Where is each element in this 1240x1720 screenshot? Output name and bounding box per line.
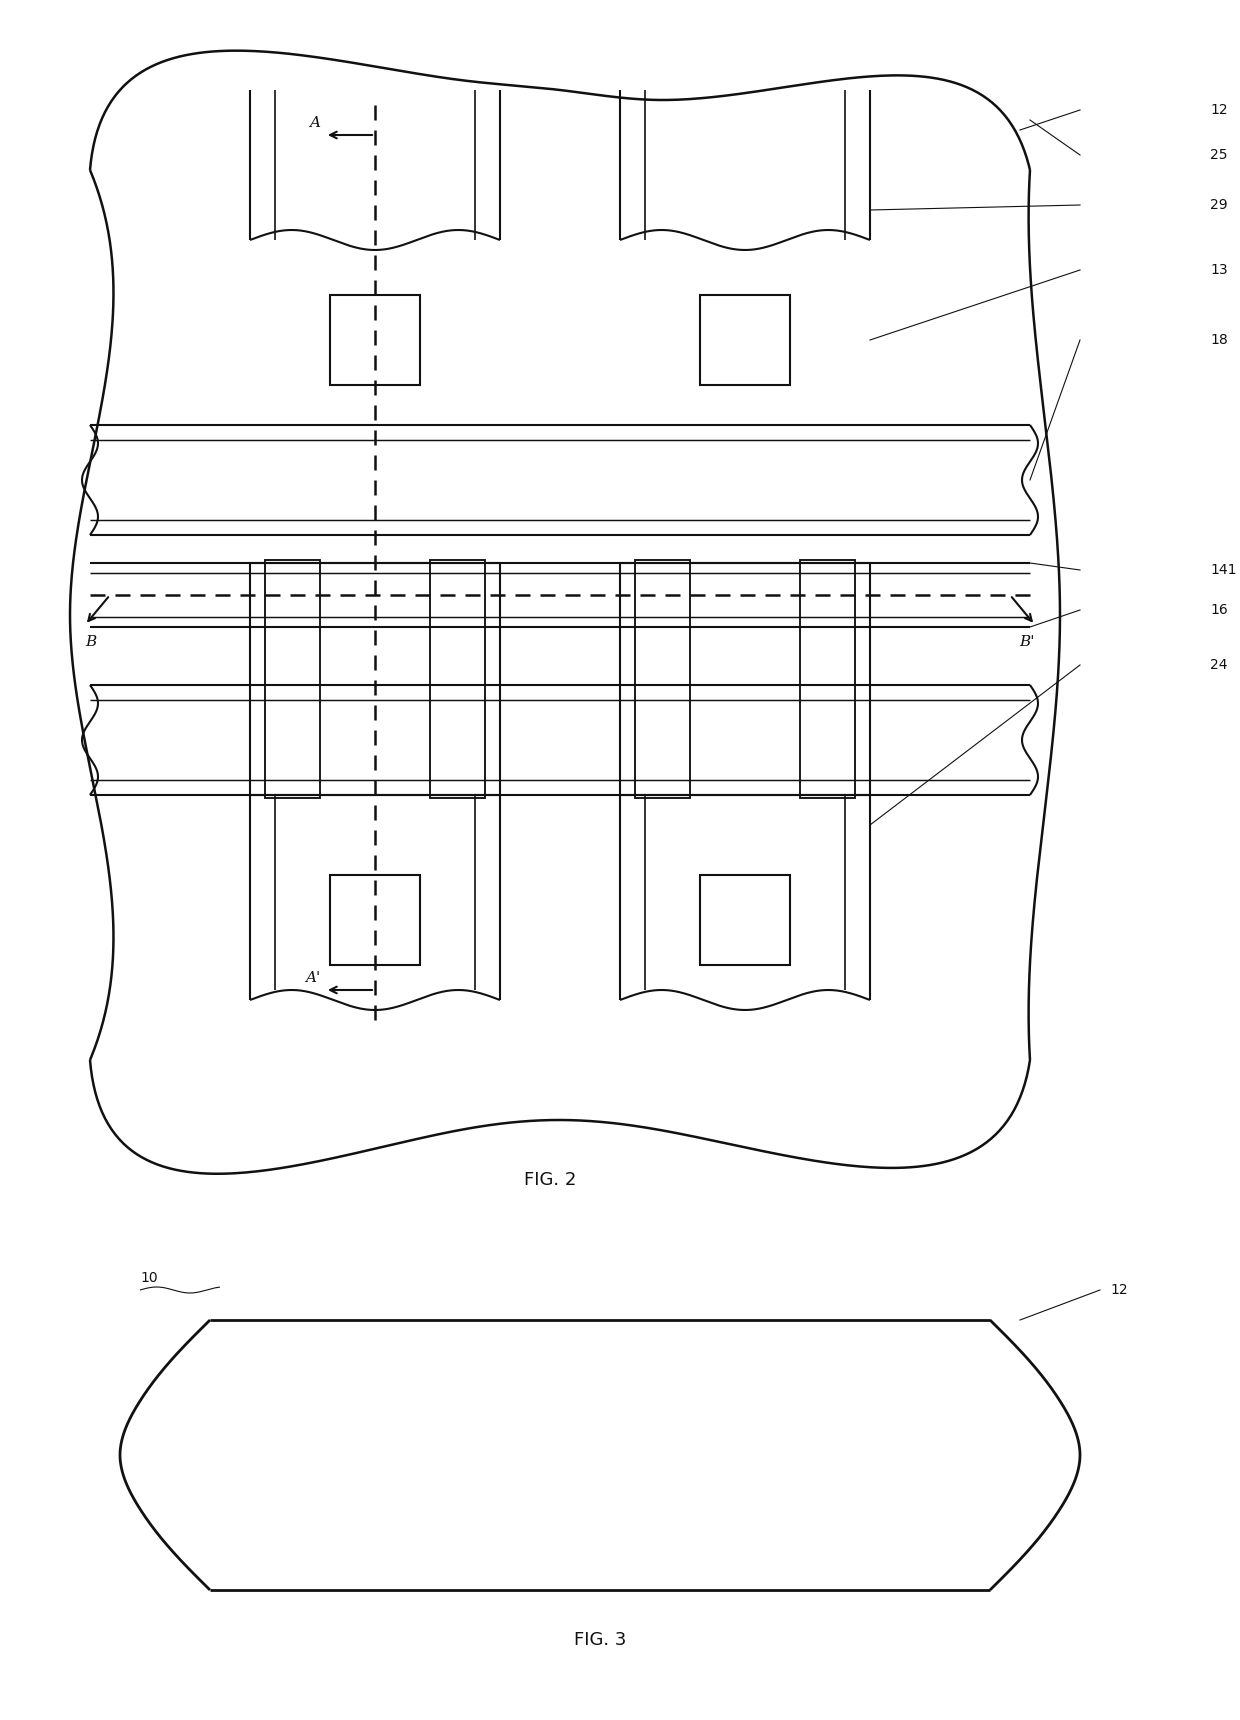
Text: 18: 18 <box>1210 334 1228 347</box>
Text: B: B <box>86 635 97 648</box>
Text: FIG. 2: FIG. 2 <box>523 1171 577 1189</box>
Text: 13: 13 <box>1210 263 1228 277</box>
Bar <box>701 875 790 965</box>
Text: 24: 24 <box>1210 659 1228 673</box>
Text: 10: 10 <box>140 1271 157 1285</box>
Text: 12: 12 <box>1210 103 1228 117</box>
Text: FIG. 3: FIG. 3 <box>574 1631 626 1649</box>
Text: A': A' <box>305 972 320 986</box>
Bar <box>330 875 420 965</box>
Text: B': B' <box>1019 635 1035 648</box>
Text: 12: 12 <box>1110 1283 1127 1297</box>
Text: A: A <box>309 115 320 131</box>
Text: 29: 29 <box>1210 198 1228 212</box>
Bar <box>250 562 500 795</box>
Bar <box>701 296 790 385</box>
Text: 141: 141 <box>1210 562 1236 576</box>
Bar <box>265 561 320 798</box>
Bar <box>430 561 485 798</box>
Text: 25: 25 <box>1210 148 1228 162</box>
Bar <box>620 562 870 795</box>
Bar <box>800 561 856 798</box>
Text: 16: 16 <box>1210 604 1228 617</box>
Bar <box>635 561 689 798</box>
Bar <box>330 296 420 385</box>
